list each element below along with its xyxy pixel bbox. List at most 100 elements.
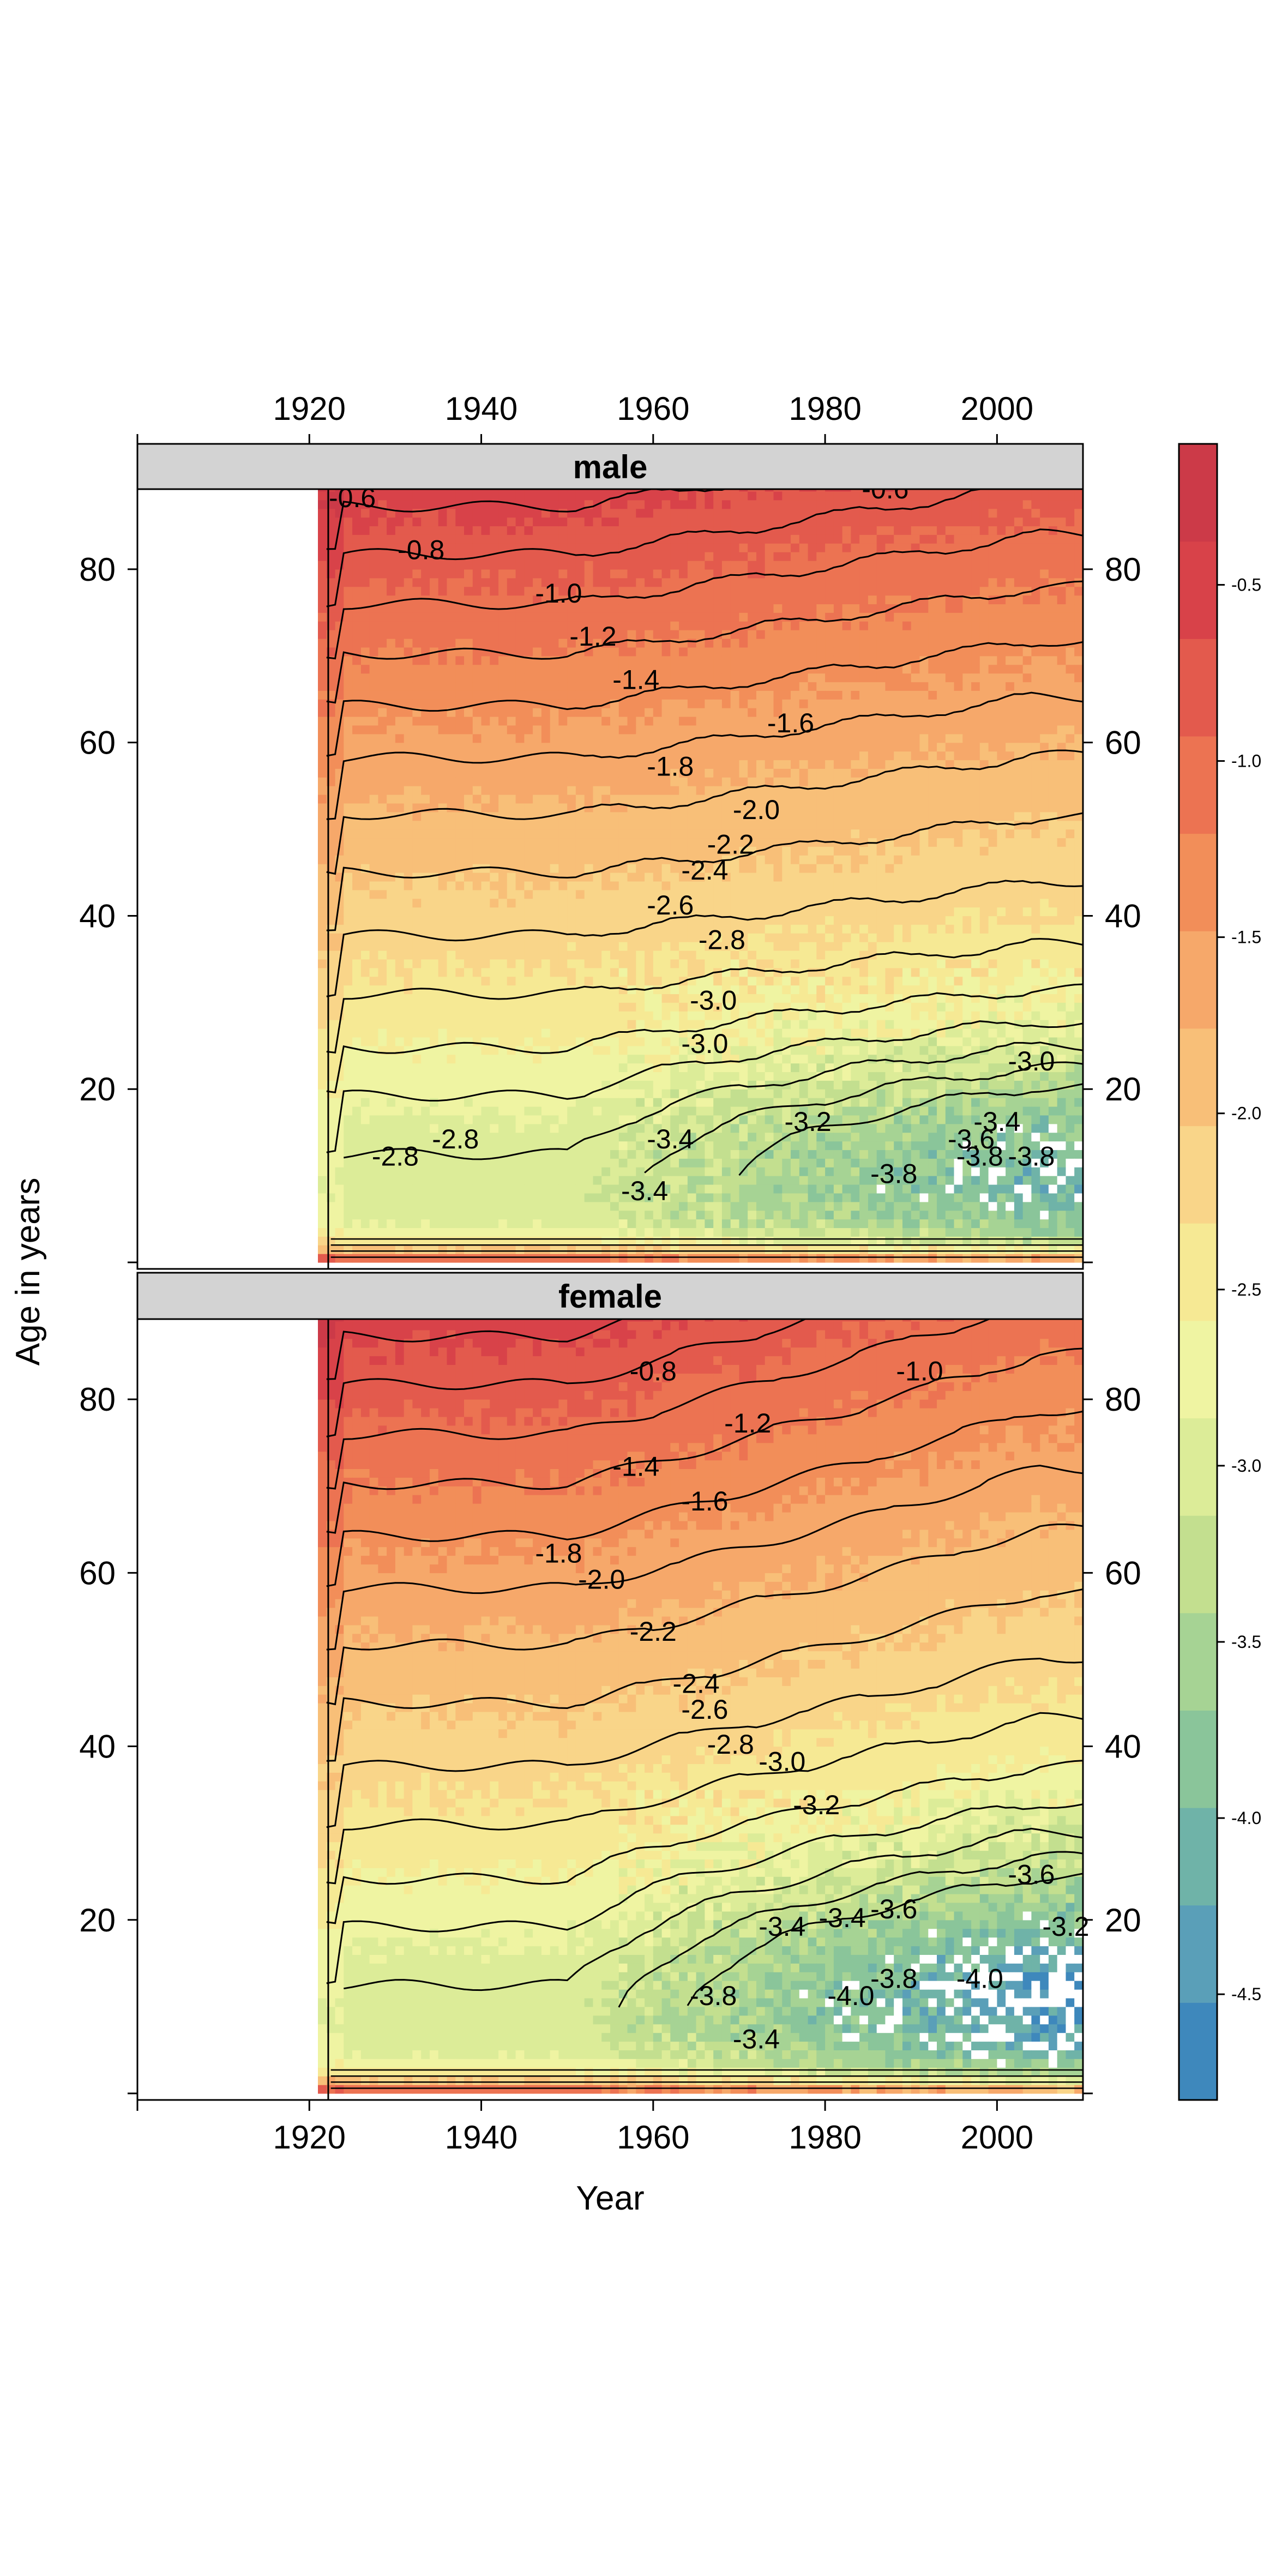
heat-tile xyxy=(507,577,516,587)
heat-tile xyxy=(464,725,473,735)
heat-tile xyxy=(404,690,413,700)
heat-tile xyxy=(705,864,714,873)
heat-tile xyxy=(550,742,559,752)
heat-tile xyxy=(447,881,456,890)
heat-tile xyxy=(593,1201,602,1211)
heat-tile xyxy=(739,604,748,613)
heat-tile xyxy=(610,811,619,821)
heat-tile xyxy=(679,543,688,552)
heat-tile xyxy=(679,820,688,830)
heat-tile xyxy=(636,621,645,630)
heat-tile xyxy=(601,994,611,1003)
heat-tile xyxy=(455,846,465,856)
heat-tile xyxy=(507,499,516,509)
heat-tile xyxy=(464,1011,473,1020)
heat-tile xyxy=(430,491,439,501)
heat-tile xyxy=(670,508,679,518)
heat-tile xyxy=(679,950,688,960)
heat-tile xyxy=(455,1098,465,1107)
heat-tile xyxy=(773,682,783,691)
heat-tile xyxy=(670,733,679,743)
heat-tile xyxy=(575,1132,585,1142)
heat-tile xyxy=(481,803,490,812)
heat-tile xyxy=(713,604,723,613)
heat-tile xyxy=(756,534,766,544)
heat-tile xyxy=(490,1193,499,1202)
heat-tile xyxy=(498,491,508,501)
heat-tile xyxy=(705,898,714,908)
heat-tile xyxy=(455,682,465,691)
heat-tile xyxy=(352,526,362,535)
heat-tile xyxy=(593,717,602,726)
heat-tile xyxy=(696,499,705,509)
heat-tile xyxy=(472,621,482,630)
heat-tile xyxy=(524,881,533,890)
heat-tile xyxy=(507,829,516,839)
heat-tile xyxy=(438,717,448,726)
heat-tile xyxy=(696,889,705,899)
heat-tile xyxy=(404,768,413,778)
heat-tile xyxy=(430,881,439,890)
heat-tile xyxy=(687,1002,697,1012)
heat-tile xyxy=(713,976,723,986)
heat-tile xyxy=(421,1254,430,1263)
heat-tile xyxy=(447,994,456,1003)
heat-tile xyxy=(430,1184,439,1194)
heat-tile xyxy=(575,907,585,917)
heat-tile xyxy=(335,682,344,691)
heat-tile xyxy=(472,1132,482,1142)
heat-tile xyxy=(360,508,370,518)
heat-tile xyxy=(404,647,413,657)
heat-tile xyxy=(679,811,688,821)
heat-tile xyxy=(541,1037,551,1046)
heat-tile xyxy=(524,1115,533,1124)
heat-tile xyxy=(575,699,585,708)
heat-tile xyxy=(447,1106,456,1116)
heat-tile xyxy=(335,552,344,561)
heat-tile xyxy=(524,846,533,856)
heat-tile xyxy=(447,621,456,630)
heat-tile xyxy=(455,639,465,648)
heat-tile xyxy=(438,864,448,873)
heat-tile xyxy=(748,673,757,683)
heat-tile xyxy=(498,1098,508,1107)
heat-tile xyxy=(430,664,439,674)
heat-tile xyxy=(378,639,387,648)
heat-tile xyxy=(455,586,465,596)
heat-tile xyxy=(464,1201,473,1211)
heat-tile xyxy=(464,1245,473,1254)
heat-tile xyxy=(507,630,516,639)
heat-tile xyxy=(326,489,336,492)
heat-tile xyxy=(575,795,585,804)
heat-tile xyxy=(412,760,422,769)
heat-tile xyxy=(481,829,490,839)
heat-tile xyxy=(679,717,688,726)
heat-tile xyxy=(705,751,714,761)
heat-tile xyxy=(481,733,490,743)
heat-tile xyxy=(515,673,525,683)
heat-tile xyxy=(713,1227,723,1237)
heat-tile xyxy=(472,933,482,942)
heat-tile xyxy=(593,967,602,977)
heat-tile xyxy=(550,881,559,890)
heat-tile xyxy=(515,907,525,917)
heat-tile xyxy=(653,517,663,527)
heat-tile xyxy=(721,708,731,717)
heat-tile xyxy=(472,1028,482,1038)
heat-tile xyxy=(438,760,448,769)
heat-tile xyxy=(567,1115,576,1124)
heat-tile xyxy=(653,1167,663,1176)
heat-tile xyxy=(472,942,482,951)
heat-tile xyxy=(481,630,490,639)
heat-tile xyxy=(773,1201,783,1211)
heat-tile xyxy=(507,855,516,864)
heat-tile xyxy=(387,655,396,665)
heat-tile xyxy=(593,1158,602,1167)
heat-tile xyxy=(653,1132,663,1142)
heat-tile xyxy=(558,517,568,527)
heat-tile xyxy=(653,1123,663,1133)
heat-tile xyxy=(395,552,405,561)
heat-tile xyxy=(721,561,731,570)
heat-tile xyxy=(705,1245,714,1254)
heat-tile xyxy=(670,526,679,535)
